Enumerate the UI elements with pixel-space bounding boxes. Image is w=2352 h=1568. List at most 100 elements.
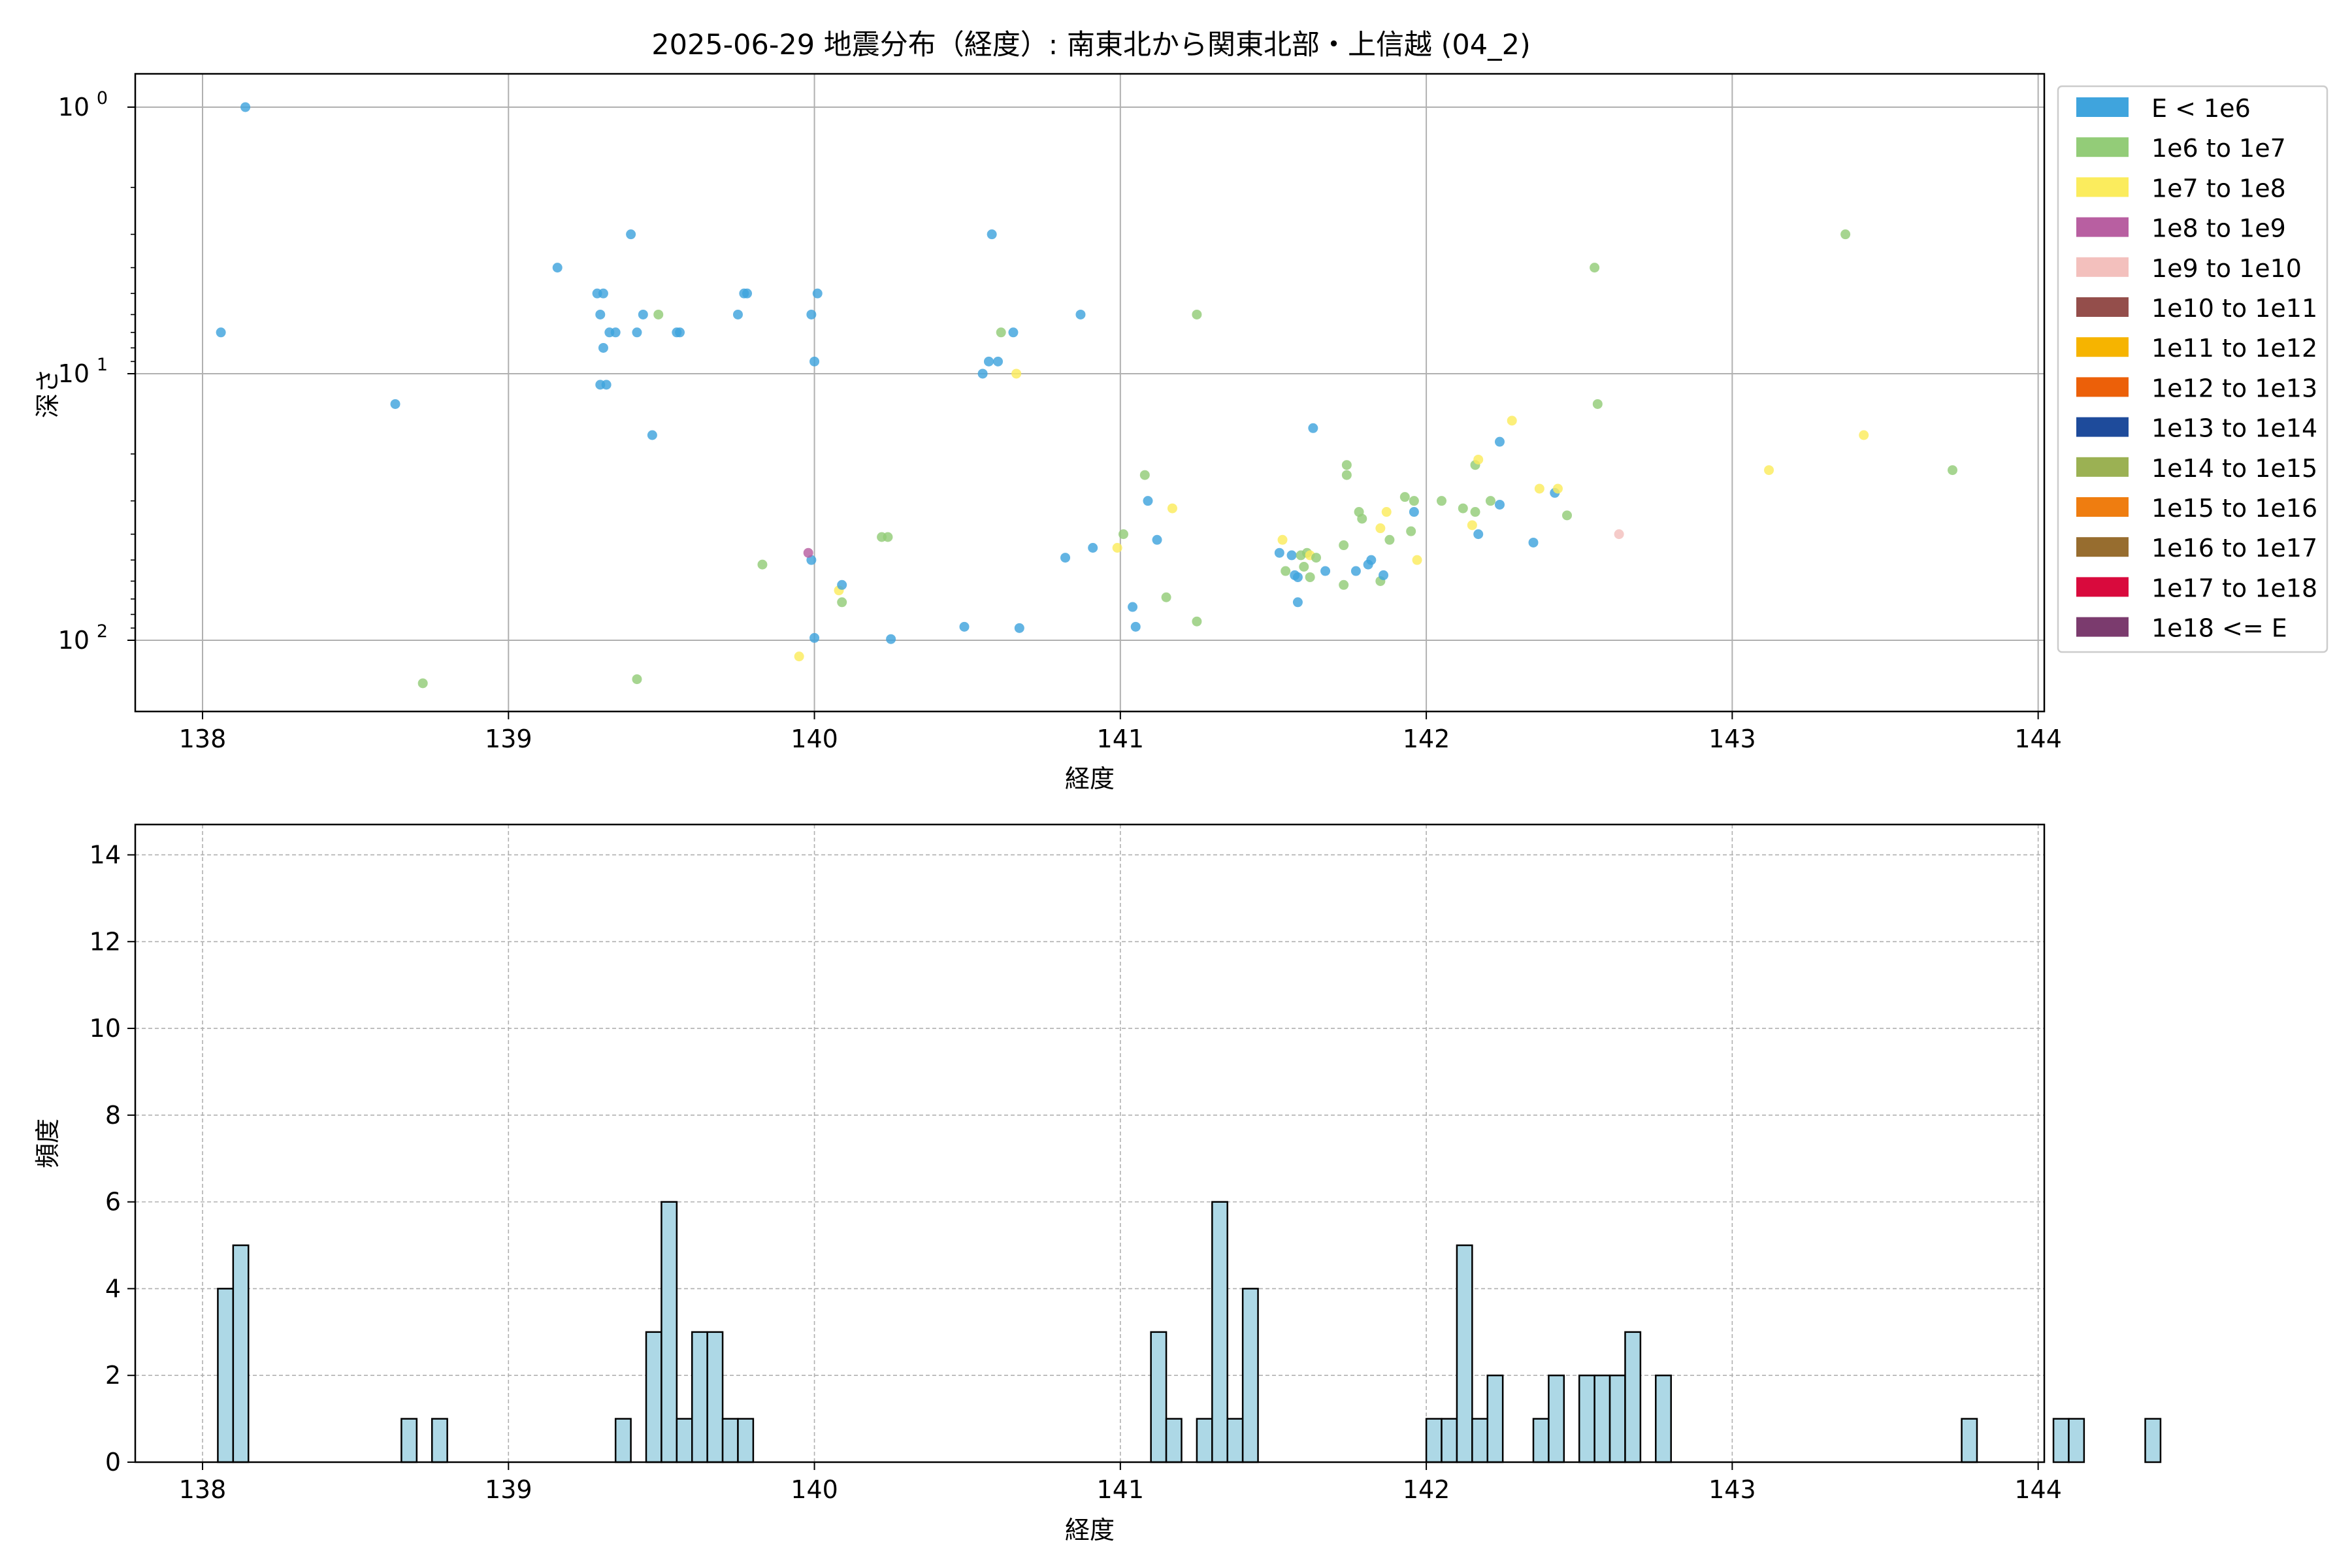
scatter-point <box>1292 597 1303 608</box>
scatter-x-tick-label: 139 <box>485 725 532 753</box>
scatter-point <box>1399 492 1410 502</box>
scatter-point <box>1381 507 1392 517</box>
histogram-bar <box>1655 1374 1672 1463</box>
scatter-point <box>1305 572 1315 582</box>
histogram-bar <box>1211 1201 1228 1463</box>
scatter-point <box>809 356 820 367</box>
scatter-point <box>1143 496 1153 506</box>
scatter-point <box>1292 572 1303 582</box>
legend: E < 1e6 1e6 to 1e7 1e7 to 1e8 1e8 to 1e9 1e9… <box>2057 85 2328 653</box>
legend-label: 1e11 to 1e12 <box>2151 334 2317 363</box>
legend-swatch <box>2076 537 2129 557</box>
scatter-point <box>1409 507 1419 517</box>
scatter-y-tick-label: 10 <box>58 626 90 655</box>
histogram-x-tick-label: 139 <box>485 1475 532 1504</box>
scatter-point <box>812 288 823 299</box>
histogram-y-axis-label: 頻度 <box>33 1119 62 1168</box>
scatter-point <box>1008 327 1019 338</box>
scatter-point <box>1128 602 1138 612</box>
scatter-x-tick-label: 142 <box>1403 725 1450 753</box>
scatter-y-tick-label: 10 <box>58 359 90 388</box>
legend-label: 1e12 to 1e13 <box>2151 374 2317 402</box>
histogram-axes-frame <box>134 823 2046 1463</box>
scatter-point <box>632 674 642 685</box>
legend-label: E < 1e6 <box>2151 94 2251 123</box>
scatter-point <box>240 102 251 112</box>
histogram-panel: 138 139 140 141 142 143 144 0 2 4 6 8 10 12 14 経度 頻度 <box>33 823 2162 1544</box>
scatter-y-axis-label: 深さ <box>33 368 62 418</box>
scatter-point <box>977 368 988 379</box>
figure-title: 2025-06-29 地震分布（経度）: 南東北から関東北部・上信越 (04_2… <box>651 29 1531 61</box>
histogram-y-tick-label: 0 <box>105 1448 121 1477</box>
histogram-bar <box>645 1331 662 1463</box>
legend-swatch <box>2076 497 2129 517</box>
scatter-point <box>1350 566 1361 576</box>
scatter-point <box>1192 309 1202 319</box>
scatter-point <box>1311 553 1322 563</box>
scatter-point <box>1859 430 1869 440</box>
scatter-point <box>1281 566 1291 576</box>
histogram-y-tick-label: 10 <box>90 1014 121 1043</box>
scatter-point <box>1592 399 1603 409</box>
legend-label: 1e13 to 1e14 <box>2151 414 2317 443</box>
scatter-point <box>1112 542 1122 553</box>
scatter-point <box>1341 460 1352 470</box>
histogram-y-tick-label: 6 <box>105 1188 121 1217</box>
scatter-point <box>1470 507 1480 517</box>
legend-label: 1e16 to 1e17 <box>2151 534 2317 563</box>
scatter-point <box>632 327 642 338</box>
scatter-point <box>1088 542 1098 553</box>
legend-label: 1e7 to 1e8 <box>2151 174 2286 203</box>
scatter-point <box>1494 499 1505 510</box>
scatter-point <box>417 678 428 689</box>
scatter-point <box>1458 503 1468 514</box>
scatter-point <box>653 309 664 319</box>
scatter-point <box>1366 555 1377 565</box>
histogram-bar <box>217 1288 235 1463</box>
scatter-point <box>1494 436 1505 447</box>
histogram-bar <box>1593 1374 1611 1463</box>
scatter-point <box>809 632 820 643</box>
scatter-y-tick-exponent: 2 <box>97 621 108 642</box>
legend-swatch <box>2076 457 2129 477</box>
histogram-x-tick-label: 141 <box>1097 1475 1145 1504</box>
legend-swatch <box>2076 97 2129 117</box>
scatter-point <box>1320 566 1331 576</box>
legend-label: 1e14 to 1e15 <box>2151 454 2317 483</box>
legend-label: 1e10 to 1e11 <box>2151 294 2317 323</box>
scatter-point <box>1473 454 1484 465</box>
scatter-point <box>1507 416 1517 426</box>
scatter-point <box>1534 483 1544 494</box>
scatter-point <box>987 229 997 240</box>
scatter-axes-frame <box>134 73 2046 713</box>
histogram-x-tick-label: 140 <box>791 1475 838 1504</box>
scatter-point <box>1473 529 1484 540</box>
histogram-bar <box>614 1418 632 1463</box>
scatter-point <box>1075 309 1086 319</box>
histogram-y-tick-label: 8 <box>105 1101 121 1130</box>
histogram-bar <box>1441 1418 1458 1463</box>
scatter-point <box>1060 553 1071 563</box>
scatter-point <box>552 263 563 273</box>
scatter-point <box>1384 534 1395 545</box>
scatter-point <box>1375 523 1386 534</box>
histogram-bar <box>1226 1418 1244 1463</box>
scatter-point <box>959 621 970 632</box>
histogram-bar <box>1961 1418 1978 1463</box>
scatter-point <box>806 309 817 319</box>
legend-swatch <box>2076 297 2129 317</box>
scatter-point <box>601 380 612 390</box>
histogram-bar <box>1486 1374 1504 1463</box>
scatter-point <box>883 532 893 542</box>
scatter-x-tick-label: 143 <box>1708 725 1756 753</box>
scatter-points <box>216 102 1958 689</box>
scatter-point <box>1379 570 1389 580</box>
legend-label: 1e15 to 1e16 <box>2151 494 2317 523</box>
scatter-point <box>1152 534 1162 545</box>
legend-swatch <box>2076 177 2129 197</box>
scatter-point <box>1437 496 1447 506</box>
histogram-bar <box>1241 1288 1259 1463</box>
scatter-x-tick-label: 144 <box>2014 725 2062 753</box>
scatter-point <box>742 288 753 299</box>
scatter-point <box>1948 465 1958 476</box>
